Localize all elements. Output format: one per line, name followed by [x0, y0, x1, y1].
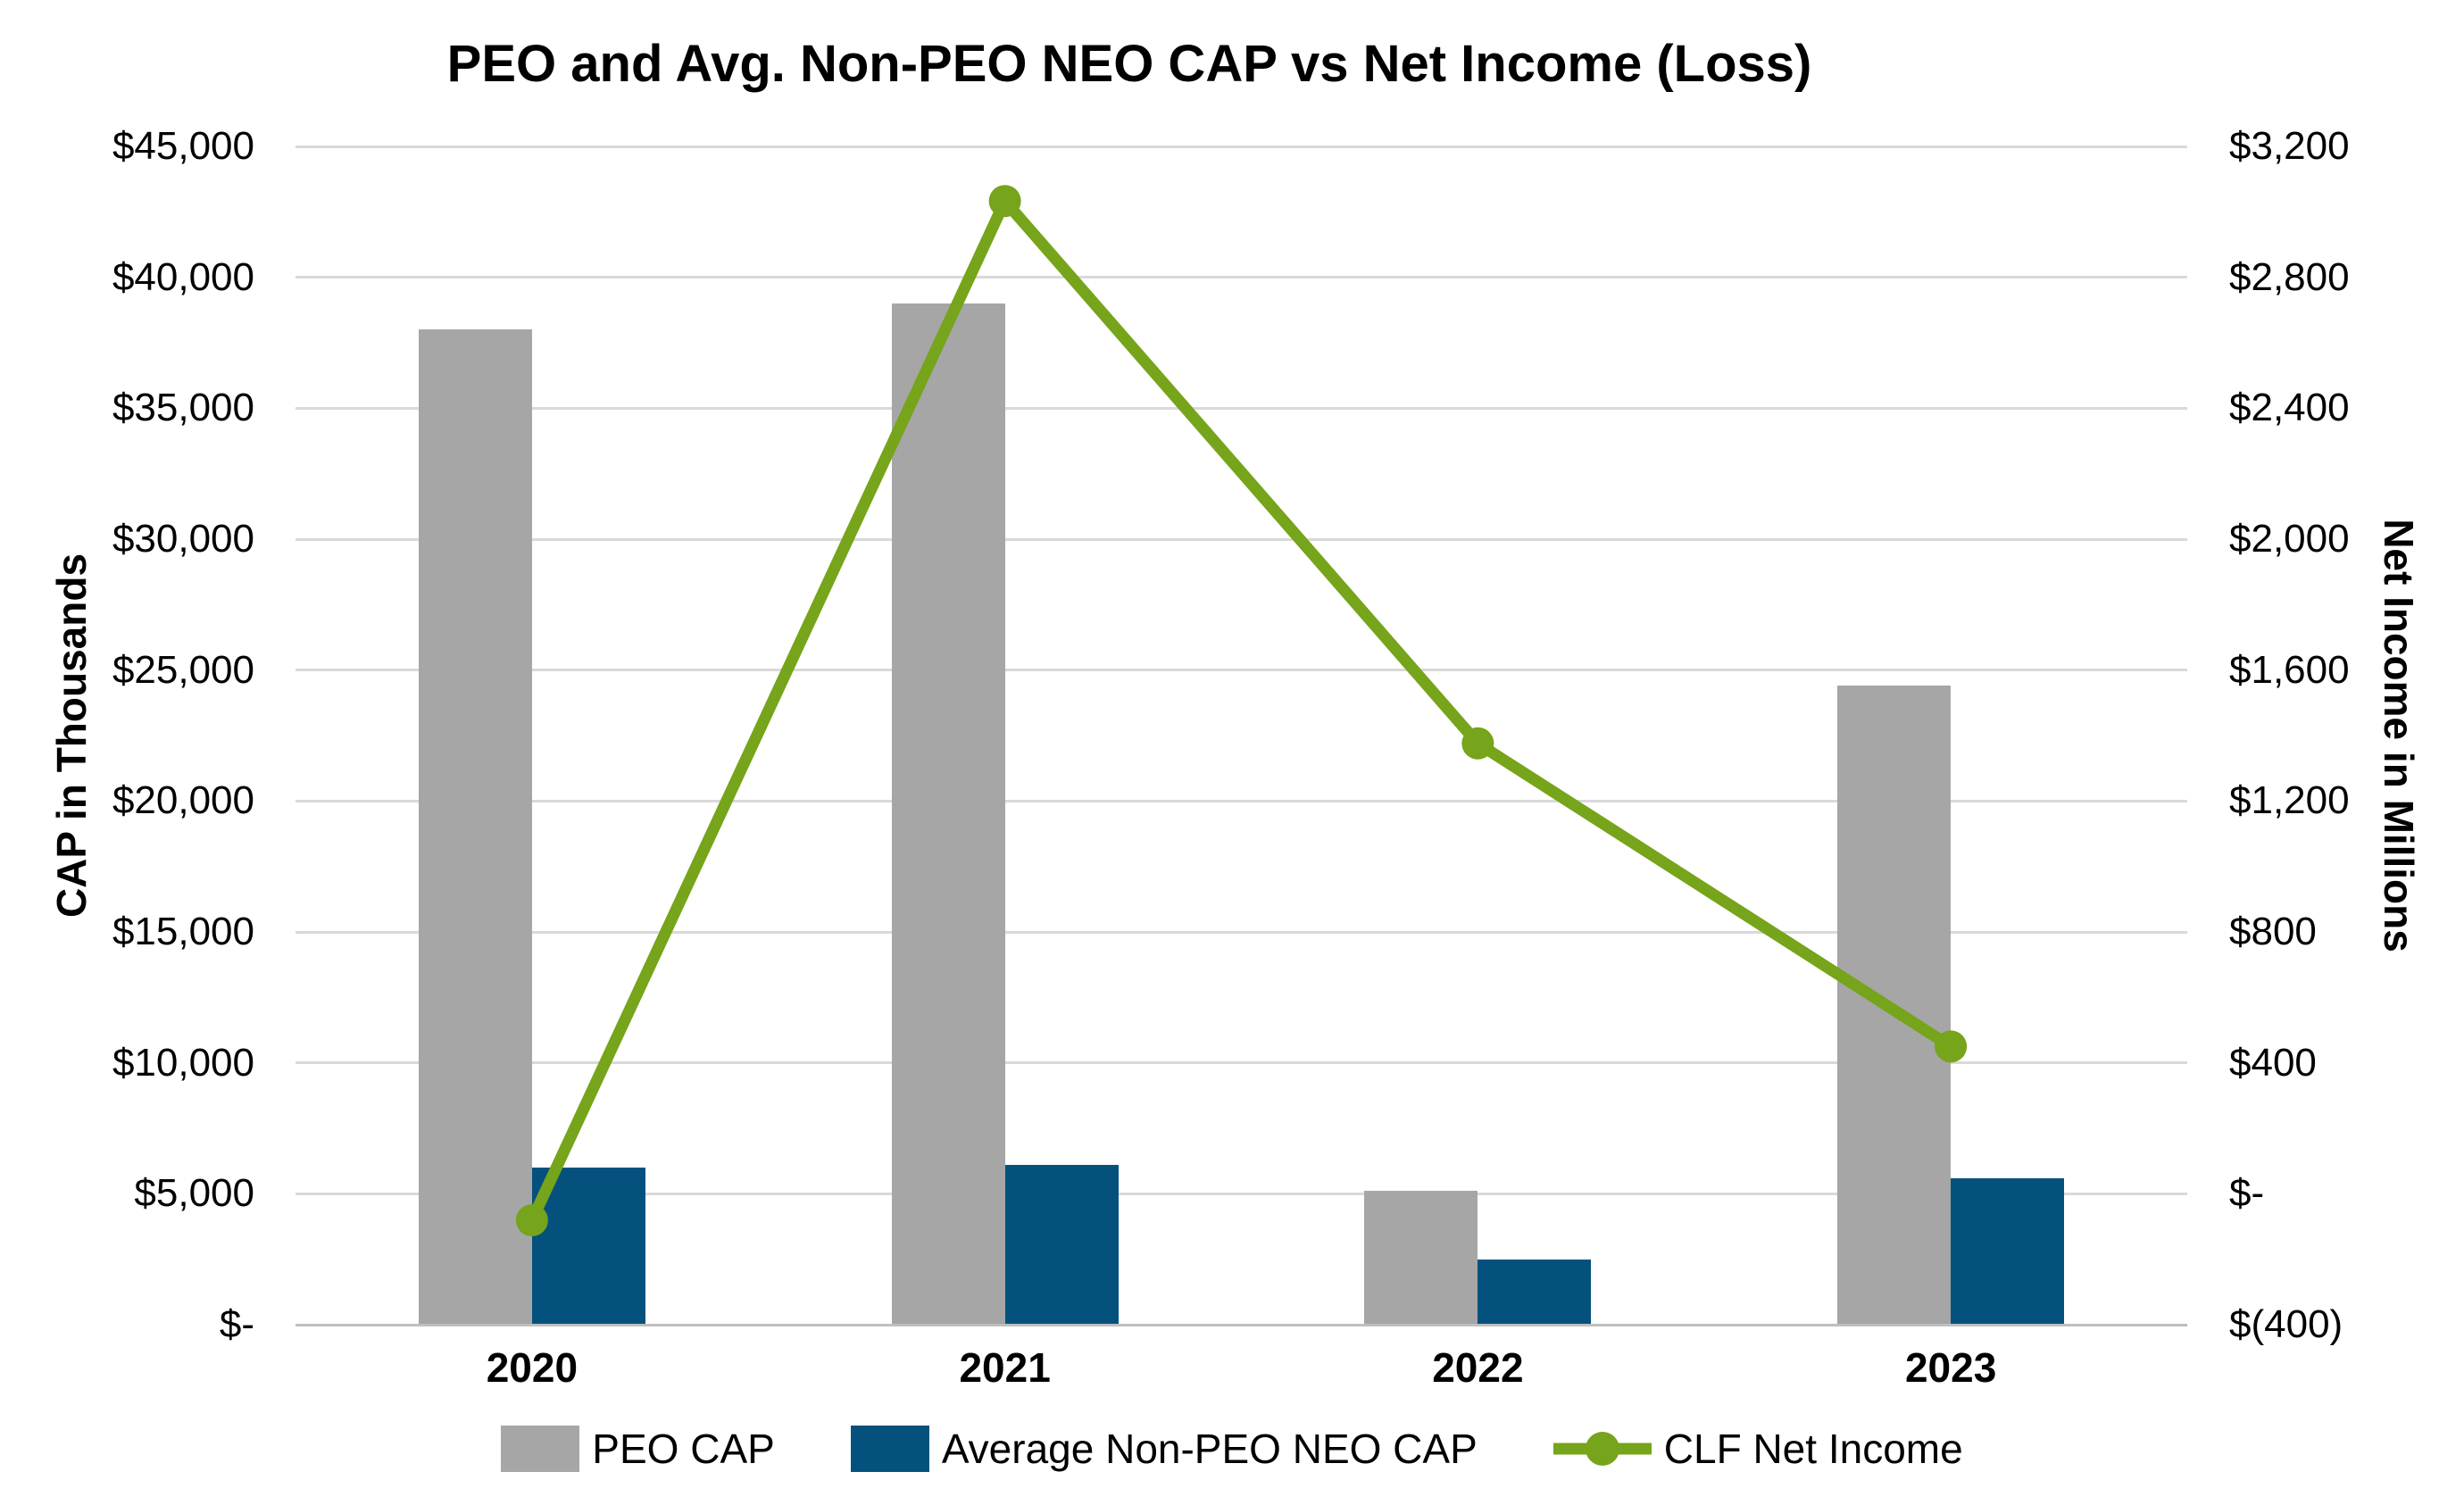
bar-average-non-peo-neo-cap-2022 — [1478, 1259, 1592, 1325]
bar-average-non-peo-neo-cap-2021 — [1004, 1165, 1119, 1325]
legend-item-clf-net-income: CLF Net Income — [1552, 1425, 1963, 1473]
left-axis-tick-label: $20,000 — [112, 778, 254, 823]
right-axis-tick-label: $400 — [2229, 1040, 2317, 1085]
bar-peo-cap-2022 — [1364, 1191, 1478, 1325]
right-axis-tick-label: $1,600 — [2229, 647, 2350, 692]
right-axis-tick-label: $1,200 — [2229, 778, 2350, 823]
category-label-2021: 2021 — [959, 1344, 1051, 1391]
legend-label: PEO CAP — [592, 1426, 775, 1472]
left-axis-tick-label: $10,000 — [112, 1040, 254, 1085]
plot-area — [296, 145, 2187, 1326]
legend-swatch-icon — [501, 1426, 580, 1472]
right-axis-tick-label: $2,800 — [2229, 254, 2350, 299]
category-label-2020: 2020 — [486, 1344, 579, 1391]
x-axis-baseline — [296, 1323, 2187, 1326]
line-clf-net-income — [526, 195, 1957, 1226]
legend-item-average-non-peo-neo-cap: Average Non-PEO NEO CAP — [850, 1425, 1478, 1473]
category-label-2022: 2022 — [1432, 1344, 1524, 1391]
right-axis-tick-label: $(400) — [2229, 1302, 2343, 1346]
right-axis-tick-label: $2,400 — [2229, 386, 2350, 430]
legend-line-marker-icon — [1552, 1426, 1652, 1472]
line-point-2020 — [515, 1204, 548, 1237]
gridline — [296, 145, 2187, 148]
bar-average-non-peo-neo-cap-2020 — [531, 1168, 645, 1325]
bar-peo-cap-2021 — [891, 303, 1005, 1325]
gridline — [296, 1061, 2187, 1065]
line-point-2021 — [988, 185, 1021, 218]
left-axis-tick-label: $45,000 — [112, 124, 254, 168]
bar-average-non-peo-neo-cap-2023 — [1951, 1177, 2065, 1325]
gridline — [296, 537, 2187, 541]
legend: PEO CAP Average Non-PEO NEO CAP CLF Net In… — [0, 1425, 2464, 1473]
left-axis-tick-label: $35,000 — [112, 386, 254, 430]
line-point-2023 — [1935, 1030, 1968, 1063]
left-axis-tick-label: $40,000 — [112, 254, 254, 299]
left-axis-tick-label: $- — [219, 1302, 254, 1346]
gridline — [296, 1192, 2187, 1195]
gridline — [296, 276, 2187, 279]
right-axis-title: Net Income in Millions — [2376, 519, 2422, 952]
left-axis-tick-label: $30,000 — [112, 517, 254, 561]
right-axis-tick-label: $800 — [2229, 910, 2317, 953]
category-label-2023: 2023 — [1904, 1344, 1997, 1391]
left-axis-tick-label: $15,000 — [112, 910, 254, 953]
gridline — [296, 669, 2187, 672]
legend-swatch-icon — [850, 1426, 929, 1472]
legend-label: CLF Net Income — [1663, 1426, 1963, 1472]
chart-title: PEO and Avg. Non-PEO NEO CAP vs Net Inco… — [446, 35, 1812, 93]
right-axis-tick-label: $2,000 — [2229, 517, 2350, 561]
bar-peo-cap-2020 — [418, 329, 532, 1325]
gridline — [296, 930, 2187, 934]
legend-dot-icon — [1585, 1432, 1619, 1466]
gridline — [296, 799, 2187, 802]
legend-label: Average Non-PEO NEO CAP — [941, 1426, 1478, 1472]
right-axis-tick-label: $3,200 — [2229, 124, 2350, 168]
left-axis-tick-label: $25,000 — [112, 647, 254, 692]
line-layer — [515, 185, 1968, 1237]
right-axis-tick-label: $- — [2229, 1171, 2265, 1216]
left-axis-title: CAP in Thousands — [48, 553, 95, 919]
legend-item-peo-cap: PEO CAP — [501, 1425, 775, 1473]
gridline — [296, 406, 2187, 410]
left-axis-tick-label: $5,000 — [134, 1171, 254, 1216]
line-point-2022 — [1461, 727, 1494, 760]
